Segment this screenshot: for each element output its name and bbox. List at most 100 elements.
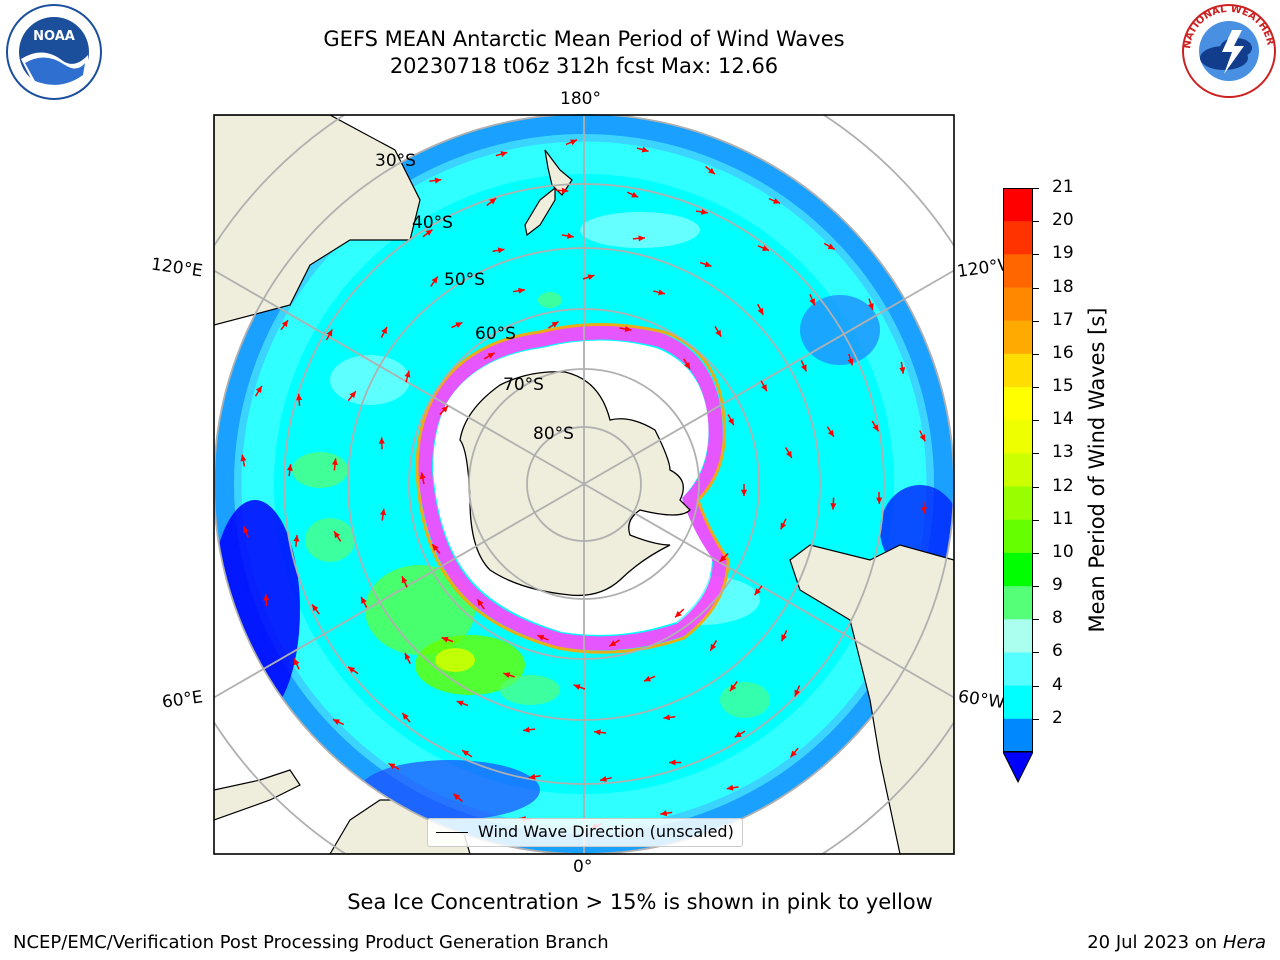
wind-arrow-head (794, 689, 801, 697)
colorbar-tick (1033, 254, 1039, 256)
wind-arrow-head (919, 434, 926, 442)
colorbar-tick-label: 20 (1052, 210, 1074, 231)
wind-arrow-head (847, 358, 854, 366)
colorbar-segment (1003, 254, 1033, 289)
graticule (214, 115, 954, 854)
wind-arrow-head (609, 640, 617, 647)
wind-arrow-head (361, 596, 367, 604)
colorbar-tick (1033, 420, 1039, 422)
wind-arrow-head (456, 700, 464, 707)
colorbar-tick (1033, 387, 1039, 389)
colorbar-tick-label: 9 (1052, 575, 1063, 596)
sea-ice-caption: Sea Ice Concentration > 15% is shown in … (347, 890, 933, 914)
colorbar-segment (1003, 188, 1033, 222)
legend-line-swatch (436, 832, 468, 833)
colorbar-tick-label: 17 (1052, 309, 1074, 330)
wind-arrow-head (561, 187, 569, 194)
wind-arrow-head (790, 750, 797, 758)
colorbar-tick-label: 6 (1052, 641, 1063, 662)
wind-arrow-head (441, 405, 449, 413)
colorbar-tick (1033, 718, 1039, 720)
africa-landmass (214, 769, 301, 821)
wind-arrow-head (388, 763, 396, 770)
lon-label-180: 180° (560, 89, 601, 109)
lat-label-80s: 80°S (533, 424, 574, 444)
wind-arrow-head (781, 634, 787, 642)
wind-arrow-head (453, 793, 461, 801)
colorbar-segment (1003, 486, 1033, 521)
colorbar-segment (1003, 353, 1033, 388)
legend-entry: Wind Wave Direction (unscaled) (478, 822, 734, 841)
wind-arrow-head (404, 653, 411, 661)
wind-arrow-head (704, 261, 712, 268)
wind-arrow-head (334, 531, 341, 539)
wind-arrow-head (920, 507, 928, 514)
wind-arrow-head (455, 322, 463, 328)
colorbar-tick (1033, 619, 1039, 621)
wind-arrow-head (726, 784, 734, 791)
colorbar-tick (1033, 287, 1039, 289)
wind-arrow-head (669, 759, 676, 766)
wind-arrow-head (757, 307, 764, 315)
colorbar-tick (1033, 552, 1039, 554)
wind-arrow-head (780, 522, 787, 530)
wind-arrow-head (594, 729, 601, 736)
wind-arrow-head (754, 588, 761, 596)
wind-arrow-head (523, 726, 530, 733)
colorbar-segment (1003, 685, 1033, 720)
colorbar-tick-label: 19 (1052, 243, 1074, 264)
colorbar-tick (1033, 453, 1039, 455)
wind-arrow-head (332, 719, 340, 725)
footer-date: 20 Jul 2023 on Hera (1087, 932, 1266, 953)
wind-arrow-head (761, 384, 767, 392)
wind-arrow-head (378, 437, 385, 444)
wind-arrow-head (631, 191, 639, 198)
colorbar-tick (1033, 519, 1039, 521)
wind-arrow-head (785, 450, 792, 458)
wind-arrow-head (624, 325, 632, 332)
wind-arrow-head (587, 274, 595, 281)
colorbar-tick-label: 18 (1052, 276, 1074, 297)
colorbar-segment (1003, 420, 1033, 454)
colorbar-segment (1003, 320, 1033, 355)
colorbar-tick (1033, 652, 1039, 654)
wind-arrow-head (312, 604, 319, 612)
lon-label-0: 0° (573, 857, 593, 877)
wind-arrow-head (600, 775, 607, 782)
antarctica-landmass (459, 371, 691, 597)
wind-arrow-head (441, 636, 449, 643)
wind-arrow-head (728, 418, 734, 426)
wind-arrow-head (876, 497, 883, 504)
colorbar-segment (1003, 287, 1033, 322)
wind-arrow-head (740, 489, 748, 496)
lat-label-60s: 60°S (475, 324, 516, 344)
wind-arrow-head (503, 672, 511, 679)
wind-arrow-head (675, 610, 682, 618)
map-legend: Wind Wave Direction (unscaled) (427, 818, 743, 847)
noaa-logo-text: NOAA (33, 29, 75, 44)
chart-subtitle: 20230718 t06z 312h fcst Max: 12.66 (389, 54, 779, 78)
chart-title: GEFS MEAN Antarctic Mean Period of Wind … (323, 27, 845, 51)
colorbar-tick-label: 10 (1052, 541, 1074, 562)
wind-arrow-head (773, 198, 781, 204)
wind-arrow-head (487, 352, 495, 359)
wind-arrow-head (293, 534, 300, 542)
wind-arrow-head (425, 229, 433, 236)
wind-arrow-head (296, 393, 303, 401)
wind-arrow-head (243, 526, 249, 534)
colorbar-segment (1003, 519, 1033, 554)
wind-arrow-head (401, 576, 408, 584)
lat-label-50s: 50°S (444, 270, 485, 290)
wind-arrow-head (432, 544, 439, 551)
wind-arrow-head (573, 684, 581, 690)
wind-arrow-head (434, 177, 442, 184)
wind-arrow-head (641, 146, 649, 153)
wind-arrow-head (240, 454, 247, 462)
wind-arrow-head (719, 555, 727, 562)
colorbar-tick (1033, 586, 1039, 588)
nws-logo: NATIONAL WEATHER SERVICE (1178, 2, 1276, 98)
colorbar-under-extension (1003, 751, 1033, 784)
wind-arrow-head (809, 298, 815, 306)
wind-arrow-head (710, 643, 717, 651)
wind-arrow-head (715, 329, 722, 337)
